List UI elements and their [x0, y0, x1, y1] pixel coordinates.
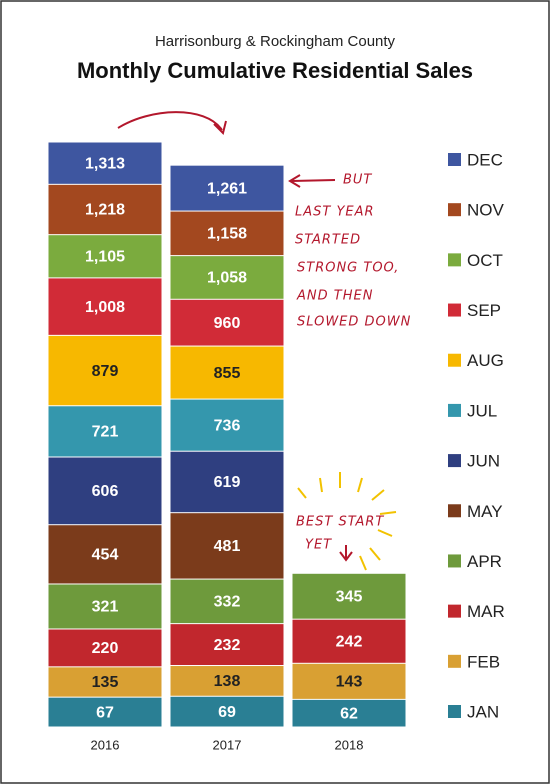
bar [169, 695, 285, 728]
legend-label: SEP [467, 301, 501, 320]
data-label: 232 [214, 637, 241, 654]
data-label: 736 [214, 417, 241, 434]
legend-swatch [448, 705, 461, 718]
legend-swatch [448, 353, 461, 367]
bar [47, 696, 163, 728]
annotation: STARTED [295, 233, 361, 248]
data-label: 220 [92, 640, 119, 657]
legend-label: JAN [467, 702, 499, 721]
data-label: 619 [214, 474, 241, 491]
legend-swatch [448, 403, 461, 417]
data-label: 1,158 [207, 226, 247, 243]
legend-swatch [448, 604, 461, 618]
legend-label: JUL [467, 401, 497, 420]
data-label: 138 [214, 673, 241, 690]
data-label: 1,105 [85, 249, 125, 266]
bar [291, 698, 407, 728]
x-tick-label: 2018 [335, 737, 364, 752]
data-label: 135 [92, 674, 119, 691]
data-label: 1,058 [207, 270, 247, 287]
data-label: 1,261 [207, 180, 247, 197]
sunburst [297, 472, 397, 571]
legend-label: MAY [467, 502, 503, 521]
data-label: 1,008 [85, 299, 125, 316]
data-label: 332 [214, 594, 241, 611]
annotation: LAST YEAR [295, 205, 375, 220]
arrow [117, 111, 223, 131]
legend-label: OCT [467, 251, 503, 270]
chart-subtitle: Harrisonburg & Rockingham County [155, 33, 396, 50]
data-label: 960 [214, 315, 241, 332]
legend-label: APR [467, 552, 502, 571]
arrow-head [213, 120, 227, 135]
data-label: 1,313 [85, 155, 125, 172]
legend-swatch [448, 454, 461, 468]
data-label: 321 [92, 599, 119, 616]
annotation: STRONG TOO, [297, 261, 399, 276]
data-label: 345 [336, 588, 363, 605]
legend-label: MAR [467, 602, 505, 621]
legend-swatch [448, 554, 461, 568]
legend-swatch [448, 253, 461, 267]
annotation: SLOWED DOWN [297, 315, 411, 330]
annotation: YET [305, 538, 332, 553]
arrow [339, 545, 353, 562]
data-label: 879 [92, 363, 119, 380]
legend-label: AUG [467, 351, 504, 370]
legend-swatch [448, 153, 461, 166]
data-label: 62 [340, 705, 358, 722]
legend-label: NOV [467, 201, 505, 220]
legend-label: JUN [467, 452, 500, 471]
legend-swatch [448, 654, 461, 668]
data-label: 855 [214, 365, 241, 382]
data-label: 721 [92, 424, 119, 441]
legend-label: DEC [467, 150, 503, 169]
legend-swatch [448, 504, 461, 518]
arrow [288, 174, 336, 188]
legend-label: FEB [467, 652, 500, 671]
legend-swatch [448, 203, 461, 217]
annotation: BEST START [296, 515, 384, 530]
data-label: 454 [92, 547, 119, 564]
x-tick-label: 2017 [213, 737, 242, 752]
data-label: 242 [336, 633, 363, 650]
annotation: BUT [343, 173, 372, 188]
x-tick-label: 2016 [91, 737, 120, 752]
data-label: 143 [336, 674, 363, 691]
data-label: 67 [96, 704, 114, 721]
annotation: AND THEN [296, 289, 373, 304]
legend-swatch [448, 303, 461, 317]
chart-title: Monthly Cumulative Residential Sales [77, 58, 473, 83]
data-label: 606 [92, 483, 119, 500]
data-label: 69 [218, 704, 236, 721]
data-label: 1,218 [85, 202, 125, 219]
data-label: 481 [214, 538, 241, 555]
